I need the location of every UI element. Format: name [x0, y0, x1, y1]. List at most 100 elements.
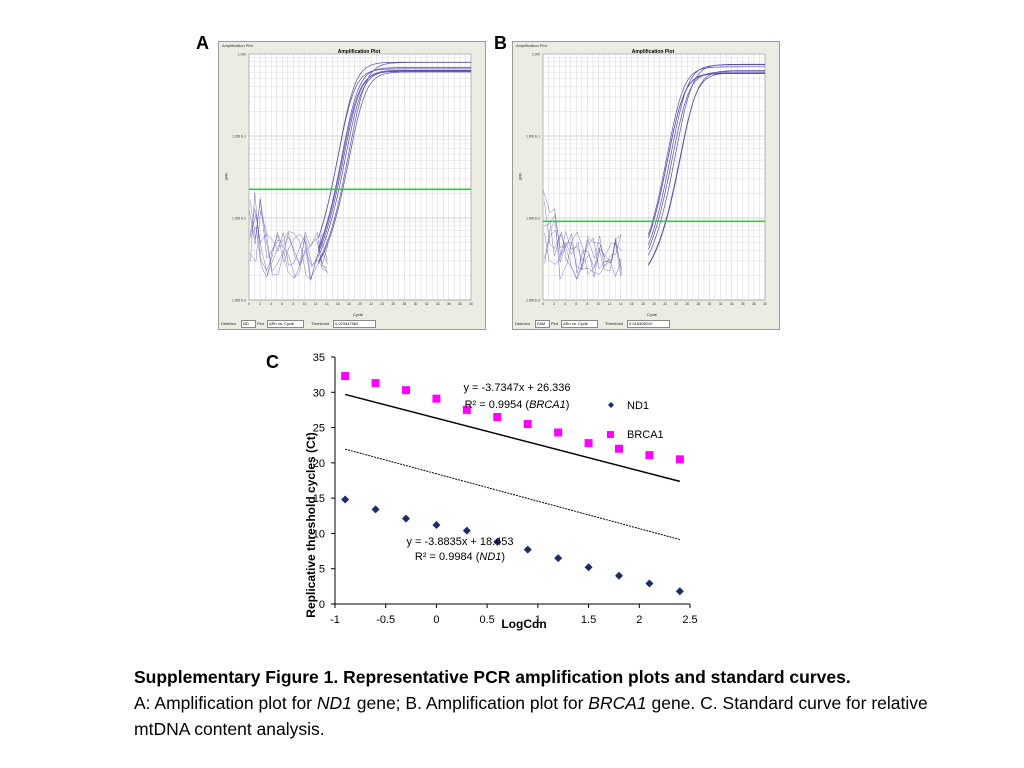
data-point-nd1 [371, 505, 380, 514]
x-tick-label: 8 [587, 302, 589, 306]
x-tick-label: 18 [347, 302, 351, 306]
r-squared-nd1: R² = 0.9984 (ND1) [415, 551, 505, 563]
panel-letter-b: B [494, 33, 507, 53]
detector-select[interactable]: FAM [535, 320, 550, 328]
baseline-noise-curve [544, 232, 623, 271]
detector-select[interactable]: ND [241, 320, 256, 328]
plot-title: Amplification Plot [337, 49, 381, 55]
plot-select[interactable]: ΔRn vs. Cycle [267, 320, 304, 328]
x-tick-label: 34 [436, 302, 440, 306]
x-axis-label: Cycle [353, 312, 364, 317]
trendline-nd1 [345, 448, 680, 541]
baseline-noise-curve [249, 199, 329, 280]
r-squared-brca1: R² = 0.9954 (BRCA1) [465, 399, 570, 411]
x-tick-label: 24 [380, 302, 384, 306]
x-tick-label: 24 [674, 302, 678, 306]
x-tick-label: 36 [741, 302, 745, 306]
x-axis-label: Cycle [647, 312, 658, 317]
x-tick-label: 34 [730, 302, 734, 306]
amplification-curve [318, 69, 471, 253]
plot-select[interactable]: ΔRn vs. Cycle [561, 320, 598, 328]
figure-caption: Supplementary Figure 1. Representative P… [134, 664, 954, 742]
x-tick-label: 32 [425, 302, 429, 306]
legend-label-brca1: BRCA1 [627, 429, 664, 441]
data-point-brca1 [402, 386, 410, 395]
trendline-brca1 [344, 393, 681, 483]
data-point-brca1 [371, 379, 380, 388]
x-tick-label: 6 [575, 302, 577, 306]
threshold-label: Threshold [605, 321, 623, 326]
amplification-curve [648, 70, 765, 266]
amplification-curve [318, 70, 471, 257]
x-tick-label: 16 [630, 302, 634, 306]
x-tick-label: 26 [392, 302, 396, 306]
x-tick-label: 10 [303, 302, 307, 306]
window-title: Amplification Plot [516, 43, 547, 48]
data-point-nd1 [493, 537, 502, 546]
equation-brca1: y = -3.7347x + 26.336 [463, 382, 570, 394]
caption-gene-1: ND1 [316, 693, 352, 713]
y-tick-label: 1.000 E-3 [232, 299, 246, 303]
legend-marker-brca1 [607, 431, 614, 438]
x-tick-label: 18 [641, 302, 645, 306]
data-point-brca1 [675, 455, 684, 464]
y-tick-label: 1.000 E-2 [232, 217, 246, 221]
x-tick-label: 14 [325, 302, 329, 306]
x-tick-label: -1 [330, 614, 340, 626]
data-point-nd1 [523, 545, 532, 554]
data-point-nd1 [402, 514, 410, 523]
data-point-nd1 [432, 520, 441, 529]
data-point-brca1 [645, 451, 654, 460]
plot-label: Plot [551, 321, 558, 326]
x-tick-label: 16 [336, 302, 340, 306]
x-tick-label: 30 [414, 302, 418, 306]
amplification-curve [318, 61, 471, 239]
amplification-curve [648, 71, 765, 250]
caption-text-1: A: Amplification plot for [134, 693, 317, 713]
x-tick-label: 0 [248, 302, 250, 306]
x-tick-label: 26 [686, 302, 690, 306]
amplification-curve [318, 68, 471, 238]
window-title: Amplification Plot [222, 43, 253, 48]
x-tick-label: 32 [719, 302, 723, 306]
threshold-input[interactable]: 0.023447962 [333, 320, 376, 328]
threshold-label: Threshold [311, 321, 329, 326]
threshold-input[interactable]: 0.016305210 [627, 320, 670, 328]
data-point-brca1 [341, 372, 350, 381]
x-tick-label: 2 [259, 302, 261, 306]
x-tick-label: 4 [564, 302, 566, 306]
equation-nd1: y = -3.8835x + 18.453 [406, 536, 513, 548]
detector-label: Detector [221, 321, 237, 326]
y-tick-label: 0 [319, 599, 325, 611]
baseline-noise-curve [544, 220, 622, 280]
amplification-plot-b: Amplification Plot Amplification Plot 1.… [512, 41, 780, 330]
x-tick-label: 30 [708, 302, 712, 306]
amplification-curve [318, 67, 471, 249]
baseline-noise-curve [544, 229, 623, 275]
amplification-curve [318, 71, 471, 264]
detector-label: Detector [515, 321, 531, 326]
caption-text-3: gene. C. Standard curve for relative mtD… [134, 693, 928, 739]
y-tick-label: 30 [313, 387, 325, 399]
x-tick-label: 38 [458, 302, 462, 306]
x-tick-label: 0 [433, 614, 439, 626]
status-bar: Detector FAM Plot ΔRn vs. Cycle Threshol… [513, 319, 779, 329]
x-tick-label: 38 [752, 302, 756, 306]
x-tick-label: 12 [608, 302, 612, 306]
x-tick-label: 12 [314, 302, 318, 306]
data-point-brca1 [462, 405, 471, 414]
y-tick-label: 1.000 E-2 [526, 217, 540, 221]
data-point-brca1 [615, 444, 623, 453]
y-tick-label: 1.000 E-1 [232, 135, 246, 139]
y-tick-label: 1.000 [238, 53, 246, 57]
y-tick-label: 25 [313, 423, 325, 435]
x-tick-label: 0 [542, 302, 544, 306]
data-point-nd1 [645, 579, 654, 588]
x-tick-label: 14 [619, 302, 623, 306]
baseline-noise-curve [248, 197, 328, 279]
x-tick-label: 2 [553, 302, 555, 306]
caption-text-2: gene; B. Amplification plot for [351, 693, 589, 713]
y-tick-label: 1.000 E-3 [526, 299, 540, 303]
amplification-curve [648, 73, 765, 238]
x-tick-label: 2.5 [682, 614, 697, 626]
